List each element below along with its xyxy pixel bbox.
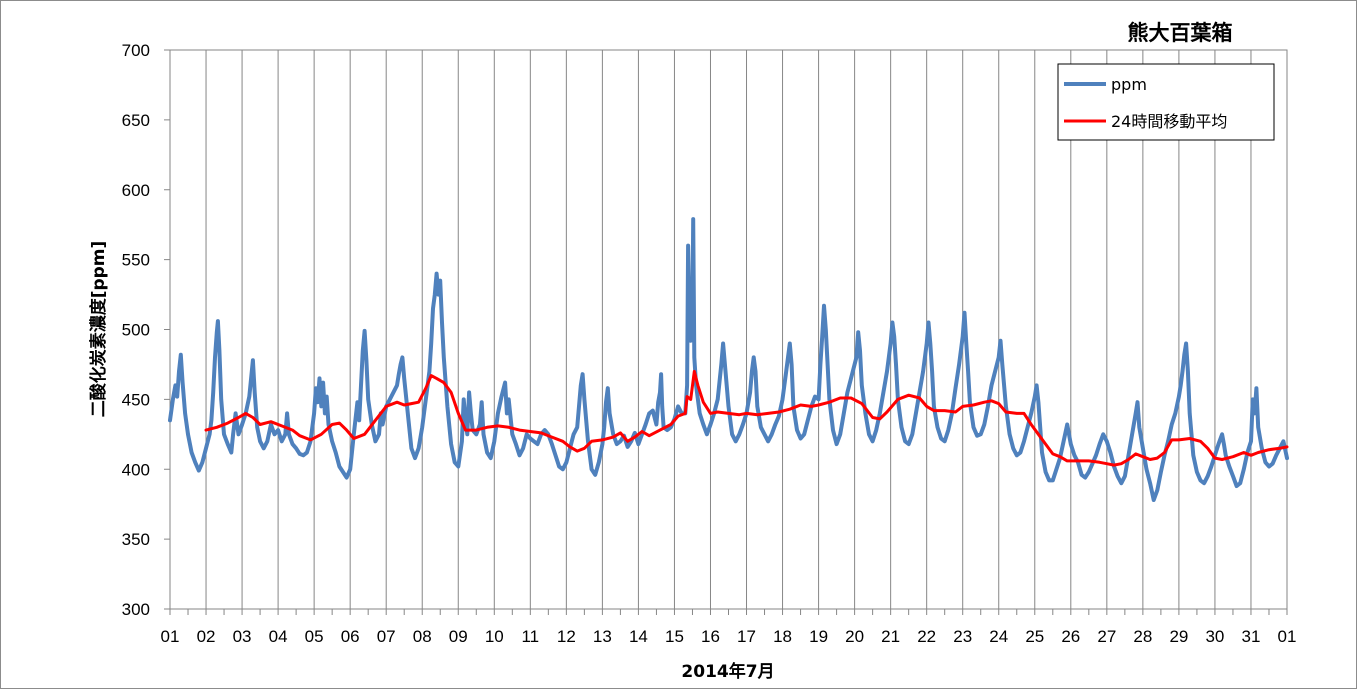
x-tick-label: 11 bbox=[521, 627, 539, 646]
y-tick-label: 700 bbox=[122, 41, 150, 60]
x-tick-label: 31 bbox=[1242, 627, 1261, 646]
x-tick-label: 22 bbox=[917, 627, 936, 646]
x-tick-label: 09 bbox=[449, 627, 468, 646]
y-tick-label: 650 bbox=[122, 111, 150, 130]
chart-title: 熊大百葉箱 bbox=[1128, 21, 1233, 45]
x-tick-label: 17 bbox=[737, 627, 756, 646]
x-tick-label: 01 bbox=[1278, 627, 1297, 646]
x-tick-label: 21 bbox=[881, 627, 900, 646]
x-tick-label: 03 bbox=[233, 627, 252, 646]
y-tick-label: 450 bbox=[122, 390, 150, 409]
x-tick-label: 27 bbox=[1097, 627, 1116, 646]
x-tick-label: 20 bbox=[845, 627, 864, 646]
legend-label-ppm: ppm bbox=[1111, 75, 1147, 94]
x-tick-label: 01 bbox=[161, 627, 180, 646]
x-tick-label: 07 bbox=[377, 627, 396, 646]
x-tick-label: 02 bbox=[197, 627, 216, 646]
legend: ppm 24時間移動平均 bbox=[1057, 63, 1275, 141]
series-layer bbox=[168, 217, 1289, 502]
x-tick-label: 25 bbox=[1025, 627, 1044, 646]
y-tick-label: 550 bbox=[122, 251, 150, 270]
x-tick-label: 15 bbox=[665, 627, 684, 646]
x-tick-label: 29 bbox=[1169, 627, 1188, 646]
x-tick-label: 24 bbox=[989, 627, 1008, 646]
x-tick-label: 23 bbox=[953, 627, 972, 646]
x-tick-label: 12 bbox=[557, 627, 576, 646]
x-tick-label: 30 bbox=[1205, 627, 1224, 646]
y-tick-label: 600 bbox=[122, 181, 150, 200]
x-tick-label: 28 bbox=[1133, 627, 1152, 646]
x-tick-label: 18 bbox=[773, 627, 792, 646]
x-tick-label: 26 bbox=[1061, 627, 1080, 646]
legend-box bbox=[1057, 63, 1275, 141]
gridlines bbox=[205, 50, 1252, 609]
y-tick-label: 300 bbox=[122, 600, 150, 619]
x-tick-label: 04 bbox=[269, 627, 288, 646]
series-line-ppm bbox=[168, 217, 1289, 502]
y-tick-label: 350 bbox=[122, 530, 150, 549]
x-tick-label: 08 bbox=[413, 627, 432, 646]
legend-label-moving-average: 24時間移動平均 bbox=[1111, 112, 1227, 131]
y-tick-label: 500 bbox=[122, 321, 150, 340]
x-tick-label: 06 bbox=[341, 627, 360, 646]
x-tick-label: 16 bbox=[701, 627, 720, 646]
y-axis-title: 二酸化炭素濃度[ppm] bbox=[88, 241, 109, 418]
axes: 300 350 400 450 500 550 600 650 700 01 02 03 04 05 06 0… bbox=[122, 41, 1297, 646]
x-tick-label: 14 bbox=[629, 627, 648, 646]
x-tick-label: 13 bbox=[593, 627, 612, 646]
x-axis-title: 2014年7月 bbox=[681, 661, 774, 682]
y-tick-label: 400 bbox=[122, 460, 150, 479]
x-tick-label: 19 bbox=[809, 627, 828, 646]
x-tick-label: 10 bbox=[485, 627, 504, 646]
series-line-moving-average bbox=[204, 369, 1289, 467]
x-tick-label: 05 bbox=[305, 627, 324, 646]
